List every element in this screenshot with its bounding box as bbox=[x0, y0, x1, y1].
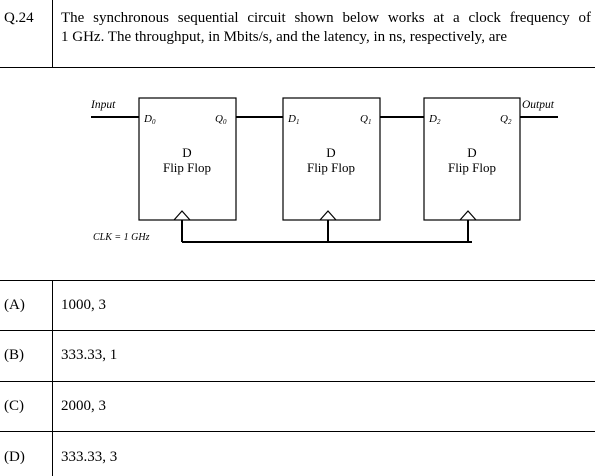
q0-label: Q0 bbox=[215, 113, 227, 126]
column-divider bbox=[52, 0, 53, 67]
output-label: Output bbox=[522, 99, 555, 111]
row-divider bbox=[0, 381, 595, 382]
flip-flop-1 bbox=[282, 97, 381, 221]
clock-input-ff2 bbox=[459, 210, 477, 221]
d1-label: D1 bbox=[287, 113, 299, 126]
clock-input-ff1 bbox=[319, 210, 337, 221]
ff2-title-1: D bbox=[467, 145, 476, 160]
option-c-value[interactable]: 2000, 3 bbox=[61, 398, 106, 414]
ff1-title-2: Flip Flop bbox=[307, 160, 355, 175]
ff1-title-1: D bbox=[326, 145, 335, 160]
clock-label: CLK = 1 GHz bbox=[93, 232, 150, 243]
question-text: The synchronous sequential circuit shown… bbox=[61, 9, 591, 47]
row-divider bbox=[0, 330, 595, 331]
column-divider bbox=[52, 280, 53, 476]
ff0-title-1: D bbox=[182, 145, 191, 160]
row-divider bbox=[0, 280, 595, 281]
d2-label: D2 bbox=[428, 113, 441, 126]
option-d-label: (D) bbox=[4, 449, 25, 465]
question-text-line-2: 1 GHz. The throughput, in Mbits/s, and t… bbox=[61, 29, 508, 45]
question-text-line-1: The synchronous sequential circuit shown… bbox=[61, 10, 591, 26]
option-a-value[interactable]: 1000, 3 bbox=[61, 297, 106, 313]
clock-input-ff0 bbox=[173, 210, 191, 221]
option-b-label: (B) bbox=[4, 347, 24, 363]
row-divider bbox=[0, 431, 595, 432]
option-b-value[interactable]: 333.33, 1 bbox=[61, 347, 118, 363]
option-a-label: (A) bbox=[4, 297, 25, 313]
row-divider bbox=[0, 67, 595, 68]
d0-label: D0 bbox=[143, 113, 156, 126]
question-number: Q.24 bbox=[4, 10, 34, 26]
ff0-title-2: Flip Flop bbox=[163, 160, 211, 175]
input-label: Input bbox=[90, 99, 116, 111]
flip-flop-2 bbox=[423, 97, 521, 221]
option-d-value[interactable]: 333.33, 3 bbox=[61, 449, 118, 465]
ff2-title-2: Flip Flop bbox=[448, 160, 496, 175]
q2-label: Q2 bbox=[500, 113, 512, 126]
option-c-label: (C) bbox=[4, 398, 24, 414]
flip-flop-0 bbox=[138, 97, 237, 221]
q1-label: Q1 bbox=[360, 113, 371, 126]
